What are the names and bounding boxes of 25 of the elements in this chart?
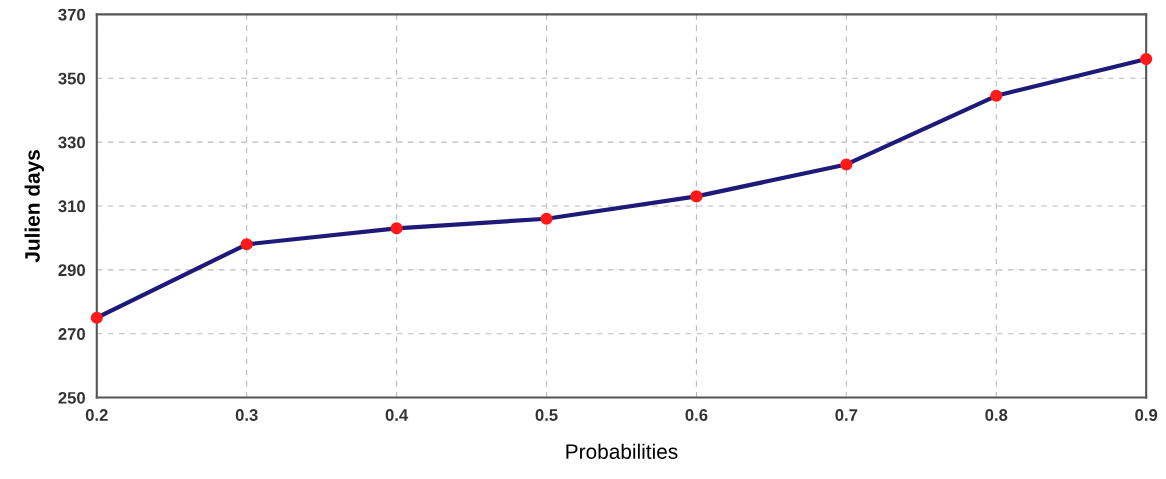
y-tick-label: 350	[58, 72, 85, 85]
y-tick-label: 310	[58, 200, 85, 213]
y-axis-title: Julien days	[24, 150, 44, 263]
y-tick-label: 330	[58, 136, 85, 149]
y-tick-label: 270	[58, 328, 85, 340]
x-axis-title: Probabilities	[566, 443, 678, 459]
point	[240, 238, 253, 251]
point	[990, 89, 1003, 102]
y-tick-label: 250	[58, 391, 85, 404]
point	[690, 190, 703, 203]
x-tick-label: 0.9	[1135, 409, 1158, 421]
x-tick-label: 0.6	[685, 409, 708, 421]
x-tick-label: 0.7	[835, 409, 858, 421]
point	[1140, 53, 1153, 66]
x-tick-label: 0.8	[985, 409, 1008, 421]
point	[540, 212, 553, 225]
point	[390, 222, 403, 235]
x-tick-label: 0.4	[385, 409, 409, 421]
point	[840, 158, 853, 171]
x-tick-label: 0.2	[85, 409, 108, 421]
y-tick-label: 290	[58, 264, 85, 277]
x-tick-label: 0.3	[235, 409, 258, 421]
x-tick-label: 0.5	[535, 409, 558, 421]
y-tick-label: 370	[58, 8, 85, 21]
point	[90, 311, 103, 324]
